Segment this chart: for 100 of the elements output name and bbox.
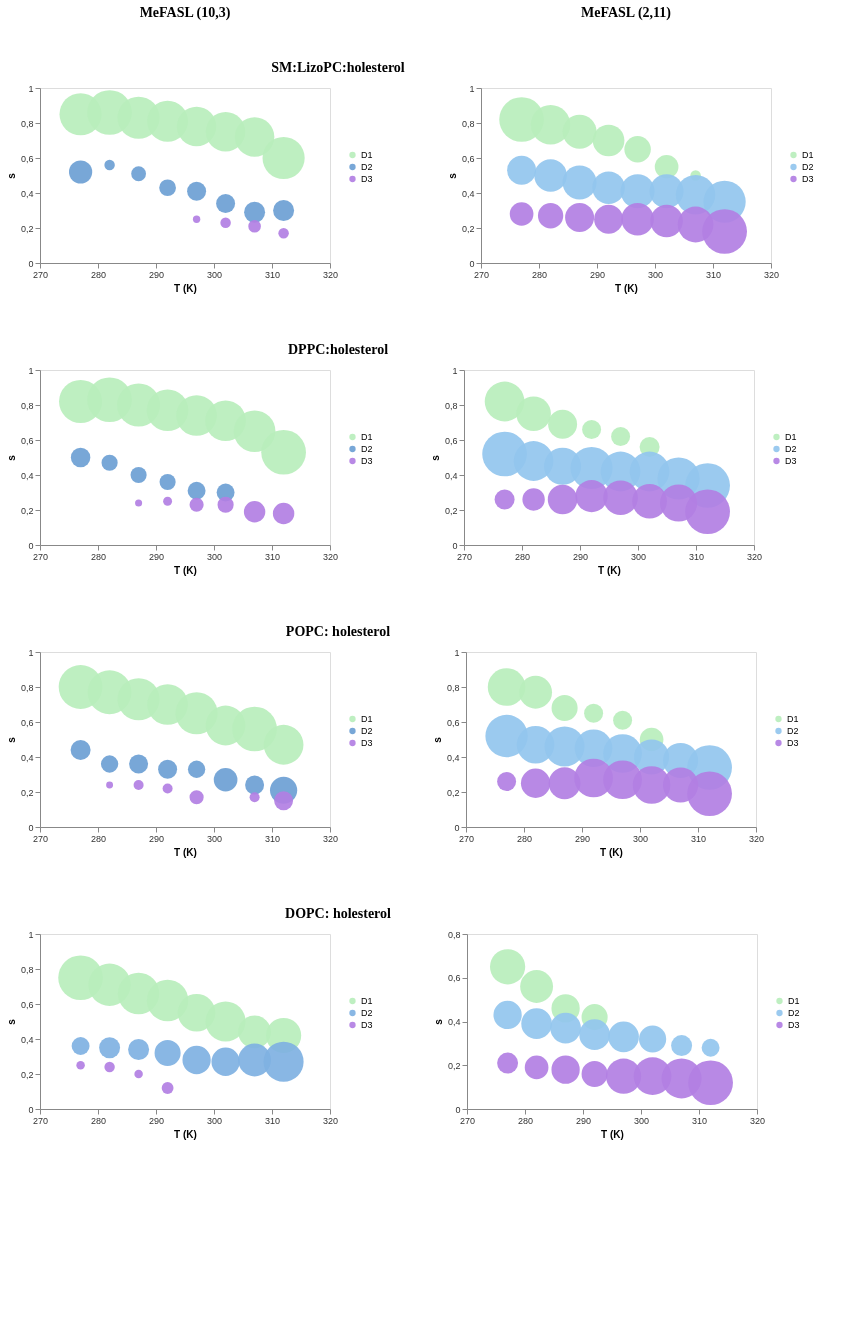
legend-label: D3	[361, 174, 373, 184]
chart-title: MeFASL (10,3)	[139, 5, 231, 21]
legend-label: D2	[361, 444, 373, 454]
x-tick-label: 270	[456, 551, 473, 562]
legend-label: D2	[788, 1008, 800, 1018]
x-tick-label: 290	[572, 551, 589, 562]
x-tick-label: 280	[90, 551, 107, 562]
x-tick-label: 300	[206, 833, 223, 844]
y-tick-label: 0	[28, 822, 34, 833]
y-tick-label: 0,6	[20, 717, 34, 728]
legend-label: D3	[361, 738, 373, 748]
legend-label: D1	[802, 150, 814, 160]
x-tick-label: 320	[322, 269, 339, 280]
legend-label: D1	[361, 150, 373, 160]
x-tick-label: 320	[749, 1115, 766, 1126]
y-tick-label: 1	[454, 647, 460, 658]
y-tick-label: 1	[28, 929, 34, 940]
x-tick-label: 310	[264, 269, 281, 280]
y-tick-label: 0,6	[461, 153, 475, 164]
y-tick-label: 0,2	[446, 787, 460, 798]
legend-label: D1	[787, 714, 799, 724]
x-tick-label: 270	[458, 833, 475, 844]
legend-label: D3	[787, 738, 799, 748]
x-tick-label: 310	[691, 1115, 708, 1126]
x-tick-label: 300	[206, 1115, 223, 1126]
x-tick-label: 300	[647, 269, 664, 280]
x-tick-label: 290	[148, 551, 165, 562]
x-tick-label: 270	[32, 551, 49, 562]
x-axis-title: T (K)	[174, 1128, 197, 1140]
legend-label: D3	[361, 456, 373, 466]
legend-label: D3	[802, 174, 814, 184]
y-tick-label: 0	[454, 822, 460, 833]
x-tick-label: 280	[90, 1115, 107, 1126]
x-tick-label: 310	[705, 269, 722, 280]
x-tick-label: 270	[32, 833, 49, 844]
legend-label: D1	[785, 432, 797, 442]
y-tick-label: 1	[452, 365, 458, 376]
y-axis-title: s	[432, 1018, 444, 1025]
legend-label: D1	[361, 432, 373, 442]
x-tick-label: 300	[632, 833, 649, 844]
legend-label: D1	[788, 996, 800, 1006]
y-tick-label: 0	[455, 1104, 461, 1115]
y-tick-label: 0,2	[447, 1060, 461, 1071]
x-tick-label: 270	[32, 1115, 49, 1126]
legend-label: D2	[361, 1008, 373, 1018]
legend-label: D1	[361, 714, 373, 724]
y-tick-label: 0,4	[20, 752, 34, 763]
chart-subtitle: SM:LizoPC:holesterol	[271, 60, 405, 75]
y-axis-title: s	[5, 454, 17, 461]
y-tick-label: 0,6	[447, 973, 461, 984]
y-tick-label: 0,8	[461, 118, 475, 129]
x-tick-label: 310	[264, 833, 281, 844]
x-axis-title: T (K)	[174, 282, 197, 294]
y-tick-label: 0,8	[444, 400, 458, 411]
y-tick-label: 0,8	[446, 682, 460, 693]
x-tick-label: 280	[517, 1115, 534, 1126]
y-tick-label: 0,6	[20, 435, 34, 446]
x-axis-title: T (K)	[615, 282, 638, 294]
y-tick-label: 0	[28, 258, 34, 269]
x-tick-label: 300	[206, 551, 223, 562]
chart-subtitle: DPPC:holesterol	[287, 342, 389, 357]
x-tick-label: 320	[322, 1115, 339, 1126]
y-axis-title: s	[429, 454, 441, 461]
chart-subtitle: DOPC: holesterol	[285, 906, 392, 921]
y-tick-label: 0,2	[20, 223, 34, 234]
y-axis-title: s	[446, 172, 458, 179]
y-tick-label: 0,4	[447, 1017, 461, 1027]
x-tick-label: 280	[531, 269, 548, 280]
y-tick-label: 1	[28, 83, 34, 94]
y-tick-label: 0,4	[461, 188, 475, 199]
y-tick-label: 0,2	[20, 787, 34, 798]
x-tick-label: 310	[264, 551, 281, 562]
y-axis-title: s	[5, 736, 17, 743]
legend-label: D2	[802, 162, 814, 172]
x-tick-label: 320	[763, 269, 780, 280]
legend-label: D2	[361, 726, 373, 736]
x-tick-label: 320	[748, 833, 765, 844]
y-tick-label: 0,4	[20, 1034, 34, 1045]
x-tick-label: 310	[688, 551, 705, 562]
y-tick-label: 0,2	[461, 223, 475, 234]
y-tick-label: 0,6	[446, 717, 460, 728]
legend-label: D3	[361, 1020, 373, 1030]
legend-label: D2	[361, 162, 373, 172]
legend-label: D1	[361, 996, 373, 1006]
x-axis-title: T (K)	[600, 846, 623, 858]
x-tick-label: 310	[690, 833, 707, 844]
x-tick-label: 300	[633, 1115, 650, 1126]
legend-label: D2	[785, 444, 797, 454]
y-tick-label: 0,6	[20, 999, 34, 1010]
x-tick-label: 270	[32, 269, 49, 280]
y-axis-title: s	[431, 736, 443, 743]
x-tick-label: 270	[473, 269, 490, 280]
x-axis-title: T (K)	[174, 564, 197, 576]
x-tick-label: 280	[90, 833, 107, 844]
y-tick-label: 0	[28, 540, 34, 551]
y-tick-label: 0,6	[444, 435, 458, 446]
y-tick-label: 0,8	[20, 682, 34, 693]
y-tick-label: 0,6	[20, 153, 34, 164]
x-tick-label: 310	[264, 1115, 281, 1126]
y-axis-title: s	[5, 1018, 17, 1025]
